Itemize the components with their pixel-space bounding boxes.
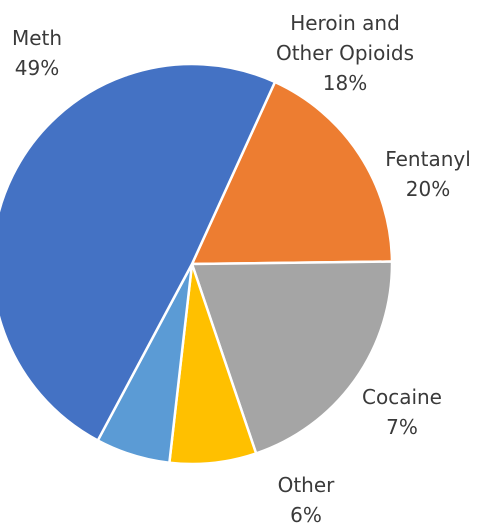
slice-name-label: Other Opioids [276,41,414,65]
slice-value-label: 49% [15,56,59,80]
slice-value-label: 6% [290,503,322,525]
pie-labels: Heroin and Other Opioids 18% Fentanyl 20% Coc… [12,11,471,525]
pie-slice-fentanyl [190,260,394,455]
slice-value-label: 7% [386,415,418,439]
pie-slices [0,62,394,466]
slice-name-label: Meth [12,26,62,50]
slice-label-meth: Meth 49% [12,26,62,80]
slice-label-heroin-and-other-opioids: Heroin and Other Opioids 18% [276,11,414,95]
slice-name-label: Other [278,473,336,497]
slice-name-label: Fentanyl [385,147,471,171]
pie-slice-heroin-and-other-opioids [190,80,394,266]
slice-label-cocaine: Cocaine 7% [362,385,442,439]
slice-name-label: Cocaine [362,385,442,409]
slice-value-label: 18% [323,71,367,95]
pie-slice-meth [0,62,277,442]
slice-label-other: Other 6% [278,473,336,525]
slice-value-label: 20% [406,177,450,201]
slice-label-fentanyl: Fentanyl 20% [385,147,471,201]
slice-name-label: Heroin and [290,11,400,35]
